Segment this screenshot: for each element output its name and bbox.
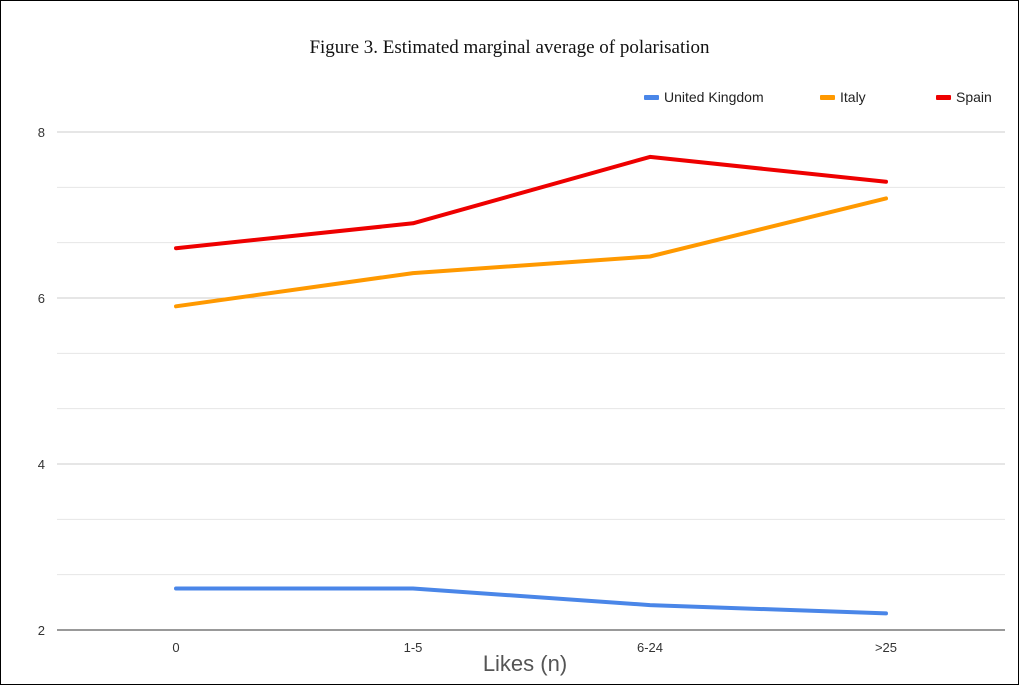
chart-title: Figure 3. Estimated marginal average of … <box>309 37 710 58</box>
legend-swatch-spain <box>936 95 951 100</box>
legend: United Kingdom Italy Spain <box>644 89 992 105</box>
legend-label-spain: Spain <box>956 89 992 105</box>
y-tick-label: 2 <box>38 623 45 638</box>
legend-label-italy: Italy <box>840 89 866 105</box>
x-tick-label: 0 <box>172 640 179 655</box>
y-axis-ticks: 2 4 6 8 <box>38 125 45 638</box>
series-line-spain <box>174 154 888 251</box>
legend-label-united-kingdom: United Kingdom <box>664 89 764 105</box>
x-axis-ticks: 0 1-5 6-24 >25 <box>172 640 897 655</box>
gridlines <box>57 131 1005 631</box>
x-tick-label: >25 <box>875 640 897 655</box>
x-axis-title: Likes (n) <box>483 651 567 676</box>
x-tick-label: 1-5 <box>404 640 423 655</box>
y-tick-label: 4 <box>38 457 45 472</box>
legend-swatch-italy <box>820 95 835 100</box>
series-line-united-kingdom <box>174 586 888 616</box>
series-lines <box>174 154 888 616</box>
y-tick-label: 6 <box>38 291 45 306</box>
y-tick-label: 8 <box>38 125 45 140</box>
legend-swatch-united-kingdom <box>644 95 659 100</box>
series-line-italy <box>174 196 888 309</box>
x-tick-label: 6-24 <box>637 640 663 655</box>
